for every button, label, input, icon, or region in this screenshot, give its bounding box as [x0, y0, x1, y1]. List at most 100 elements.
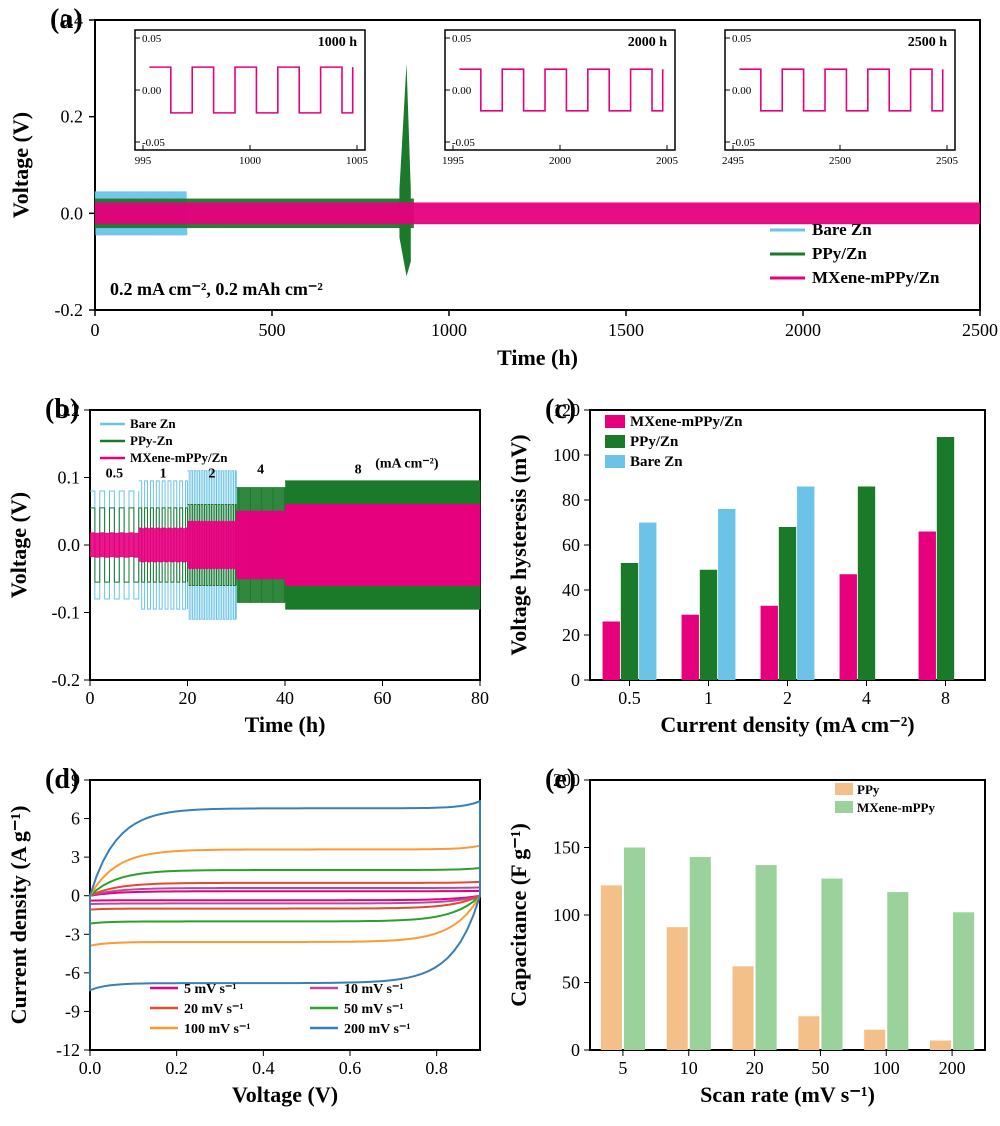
svg-text:5 mV s⁻¹: 5 mV s⁻¹: [184, 982, 237, 997]
svg-text:Current density (mA cm⁻²): Current density (mA cm⁻²): [660, 712, 914, 737]
svg-text:0.00: 0.00: [732, 85, 752, 97]
svg-text:Bare Zn: Bare Zn: [812, 220, 872, 239]
svg-text:0.5: 0.5: [618, 688, 641, 708]
panel-a: 05001000150020002500-0.20.00.20.4Time (h…: [0, 0, 1000, 380]
svg-text:1995: 1995: [442, 155, 465, 167]
svg-text:10: 10: [680, 1058, 698, 1078]
svg-text:100: 100: [553, 905, 580, 925]
svg-text:2500: 2500: [829, 155, 852, 167]
svg-text:Scan rate (mV s⁻¹): Scan rate (mV s⁻¹): [700, 1082, 875, 1107]
svg-text:20: 20: [562, 625, 580, 645]
svg-text:MXene-mPPy: MXene-mPPy: [857, 800, 935, 815]
svg-text:Bare Zn: Bare Zn: [130, 416, 176, 431]
svg-text:1000: 1000: [431, 320, 467, 340]
panel-b-svg: 020406080-0.2-0.10.00.10.2Time (h)Voltag…: [0, 380, 500, 750]
panel-c-svg: 0204060801001200.51248Current density (m…: [500, 380, 1000, 750]
panel-d-svg: 0.00.20.40.60.8-12-9-6-30369Voltage (V)C…: [0, 750, 500, 1126]
panel-c: 0204060801001200.51248Current density (m…: [500, 380, 1000, 750]
svg-text:-0.05: -0.05: [732, 137, 755, 149]
svg-text:(b): (b): [45, 394, 79, 425]
svg-text:80: 80: [562, 490, 580, 510]
svg-text:2: 2: [208, 467, 215, 482]
figure: 05001000150020002500-0.20.00.20.4Time (h…: [0, 0, 1000, 1126]
svg-text:0.2: 0.2: [61, 107, 84, 127]
svg-text:100 mV s⁻¹: 100 mV s⁻¹: [184, 1022, 251, 1037]
svg-text:6: 6: [71, 809, 80, 829]
panel-a-svg: 05001000150020002500-0.20.00.20.4Time (h…: [0, 0, 1000, 380]
svg-text:0.6: 0.6: [339, 1058, 362, 1078]
panel-d: 0.00.20.40.60.8-12-9-6-30369Voltage (V)C…: [0, 750, 500, 1126]
svg-text:0.0: 0.0: [58, 535, 81, 555]
svg-text:2: 2: [783, 688, 792, 708]
svg-text:0: 0: [571, 670, 580, 690]
svg-text:(c): (c): [545, 394, 576, 425]
panel-b: 020406080-0.2-0.10.00.10.2Time (h)Voltag…: [0, 380, 500, 750]
svg-text:0: 0: [91, 320, 100, 340]
svg-text:2495: 2495: [722, 155, 745, 167]
svg-text:PPy/Zn: PPy/Zn: [630, 434, 679, 450]
svg-text:1005: 1005: [346, 155, 369, 167]
svg-text:-0.2: -0.2: [55, 300, 84, 320]
svg-text:40: 40: [562, 580, 580, 600]
svg-text:2000 h: 2000 h: [628, 35, 668, 50]
svg-text:Current density (A g⁻¹): Current density (A g⁻¹): [6, 806, 31, 1025]
svg-text:0.0: 0.0: [61, 203, 84, 223]
svg-text:-12: -12: [56, 1040, 80, 1060]
svg-text:2000: 2000: [549, 155, 572, 167]
svg-text:PPy/Zn: PPy/Zn: [812, 244, 867, 263]
svg-text:-6: -6: [65, 963, 80, 983]
svg-text:0.2 mA cm⁻², 0.2 mAh cm⁻²: 0.2 mA cm⁻², 0.2 mAh cm⁻²: [110, 279, 323, 299]
svg-text:1: 1: [160, 467, 167, 482]
svg-text:0: 0: [71, 886, 80, 906]
svg-text:Capacitance (F g⁻¹): Capacitance (F g⁻¹): [506, 823, 531, 1007]
svg-text:0.05: 0.05: [452, 33, 472, 45]
svg-text:-0.2: -0.2: [52, 670, 81, 690]
svg-text:0: 0: [86, 688, 95, 708]
svg-text:100: 100: [553, 445, 580, 465]
svg-text:40: 40: [276, 688, 294, 708]
svg-text:0.05: 0.05: [142, 33, 162, 45]
svg-text:MXene-mPPy/Zn: MXene-mPPy/Zn: [130, 450, 228, 465]
svg-text:20 mV s⁻¹: 20 mV s⁻¹: [184, 1002, 244, 1017]
svg-text:50 mV s⁻¹: 50 mV s⁻¹: [344, 1002, 404, 1017]
svg-text:8: 8: [355, 463, 362, 478]
svg-text:Time (h): Time (h): [245, 712, 326, 737]
svg-text:0.8: 0.8: [425, 1058, 448, 1078]
svg-text:2000: 2000: [785, 320, 821, 340]
svg-text:MXene-mPPy/Zn: MXene-mPPy/Zn: [630, 414, 743, 430]
svg-text:0.05: 0.05: [732, 33, 752, 45]
svg-text:-0.05: -0.05: [142, 137, 165, 149]
svg-text:2005: 2005: [656, 155, 679, 167]
svg-text:0.00: 0.00: [142, 85, 162, 97]
svg-text:1000: 1000: [239, 155, 262, 167]
svg-text:150: 150: [553, 838, 580, 858]
svg-text:8: 8: [941, 688, 950, 708]
svg-text:Voltage (V): Voltage (V): [8, 112, 33, 218]
svg-text:2500: 2500: [962, 320, 998, 340]
svg-text:5: 5: [618, 1058, 627, 1078]
svg-text:10 mV s⁻¹: 10 mV s⁻¹: [344, 982, 404, 997]
svg-text:PPy-Zn: PPy-Zn: [130, 433, 173, 448]
panel-e: 0501001502005102050100200Scan rate (mV s…: [500, 750, 1000, 1126]
svg-text:80: 80: [471, 688, 489, 708]
svg-text:0.1: 0.1: [58, 468, 81, 488]
svg-text:MXene-mPPy/Zn: MXene-mPPy/Zn: [812, 268, 940, 287]
svg-text:60: 60: [374, 688, 392, 708]
svg-text:(d): (d): [45, 764, 79, 795]
svg-text:50: 50: [562, 973, 580, 993]
svg-text:-0.1: -0.1: [52, 603, 81, 623]
svg-text:0: 0: [571, 1040, 580, 1060]
svg-text:0.00: 0.00: [452, 85, 472, 97]
panel-e-svg: 0501001502005102050100200Scan rate (mV s…: [500, 750, 1000, 1126]
svg-text:1: 1: [704, 688, 713, 708]
svg-text:Bare Zn: Bare Zn: [630, 454, 683, 470]
svg-text:Voltage (V): Voltage (V): [232, 1082, 338, 1107]
svg-text:500: 500: [259, 320, 286, 340]
svg-text:-9: -9: [65, 1001, 80, 1021]
svg-text:995: 995: [135, 155, 152, 167]
svg-text:1000 h: 1000 h: [318, 35, 358, 50]
svg-text:200: 200: [939, 1058, 966, 1078]
svg-text:20: 20: [179, 688, 197, 708]
svg-text:100: 100: [873, 1058, 900, 1078]
svg-text:1500: 1500: [608, 320, 644, 340]
